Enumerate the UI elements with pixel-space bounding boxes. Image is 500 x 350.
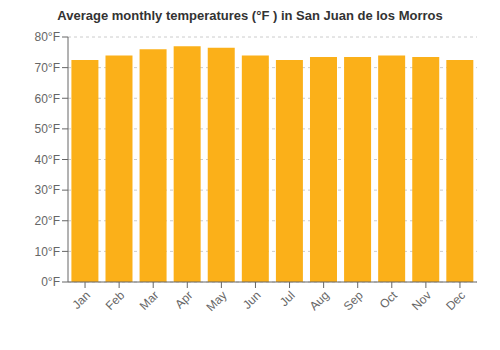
svg-text:Apr: Apr [172, 288, 195, 311]
svg-text:Feb: Feb [103, 288, 128, 313]
svg-text:Oct: Oct [377, 288, 401, 312]
svg-text:30°F: 30°F [35, 183, 60, 197]
svg-text:10°F: 10°F [35, 245, 60, 259]
svg-text:20°F: 20°F [35, 214, 60, 228]
svg-text:May: May [204, 288, 230, 314]
svg-text:60°F: 60°F [35, 92, 60, 106]
svg-text:Jan: Jan [70, 288, 94, 312]
svg-text:Aug: Aug [307, 288, 332, 313]
svg-text:70°F: 70°F [35, 61, 60, 75]
svg-text:Sep: Sep [341, 288, 366, 313]
html-text:Average monthly temperatures (: Average monthly temperatures (°F ) in Sa… [57, 8, 443, 23]
svg-text:50°F: 50°F [35, 122, 60, 136]
svg-text:40°F: 40°F [35, 153, 60, 167]
svg-text:Nov: Nov [409, 288, 434, 313]
svg-text:0°F: 0°F [41, 275, 60, 289]
svg-text:80°F: 80°F [35, 30, 60, 44]
svg-text:Dec: Dec [443, 288, 468, 313]
svg-text:Jul: Jul [277, 288, 298, 309]
svg-text:Mar: Mar [137, 288, 162, 313]
svg-text:Jun: Jun [240, 288, 264, 312]
